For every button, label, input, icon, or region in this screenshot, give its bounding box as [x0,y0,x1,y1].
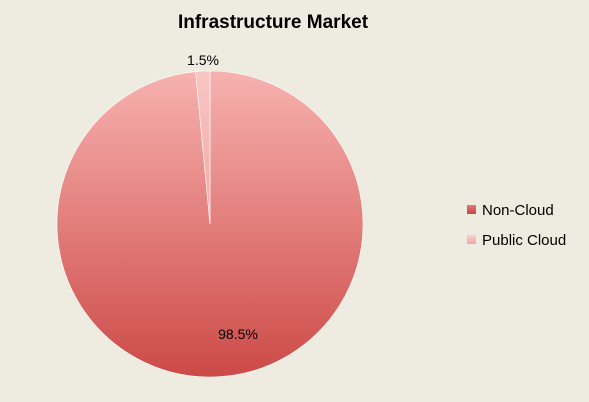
data-label-public-cloud: 1.5% [187,52,219,68]
pie-slices [56,70,364,378]
legend-swatch-public-cloud [467,235,476,244]
legend-swatch-non-cloud [467,205,476,214]
legend-item-public-cloud: Public Cloud [467,232,566,249]
data-label-non-cloud: 98.5% [218,326,258,342]
chart-title: Infrastructure Market [178,12,369,33]
legend-item-non-cloud: Non-Cloud [467,202,554,219]
pie-slice-public-cloud [195,70,211,225]
legend-label-public-cloud: Public Cloud [482,232,566,249]
legend: Non-Cloud Public Cloud [467,202,566,249]
legend-label-non-cloud: Non-Cloud [482,202,554,219]
